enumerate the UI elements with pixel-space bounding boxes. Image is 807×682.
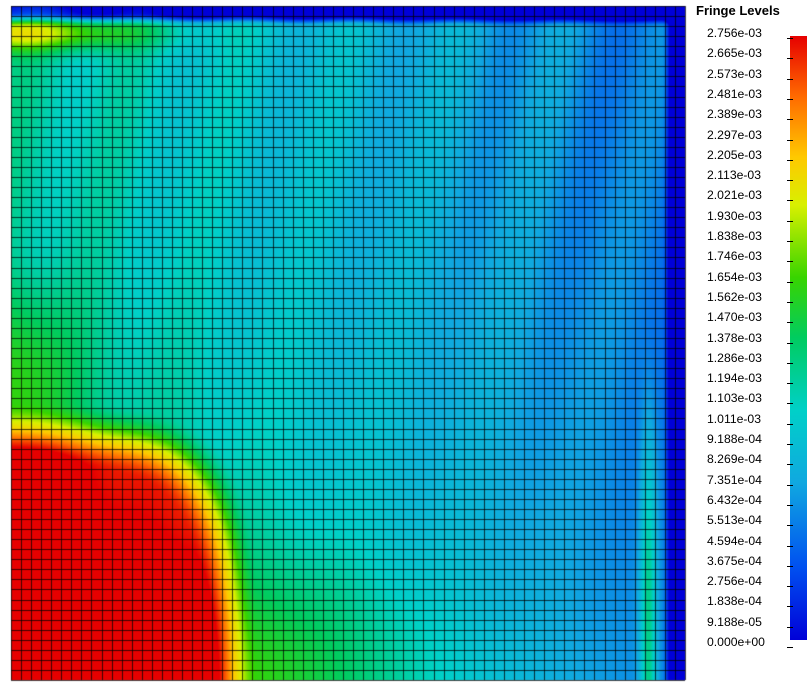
legend-color-bar xyxy=(790,36,807,640)
legend-title: Fringe Levels xyxy=(696,3,780,18)
